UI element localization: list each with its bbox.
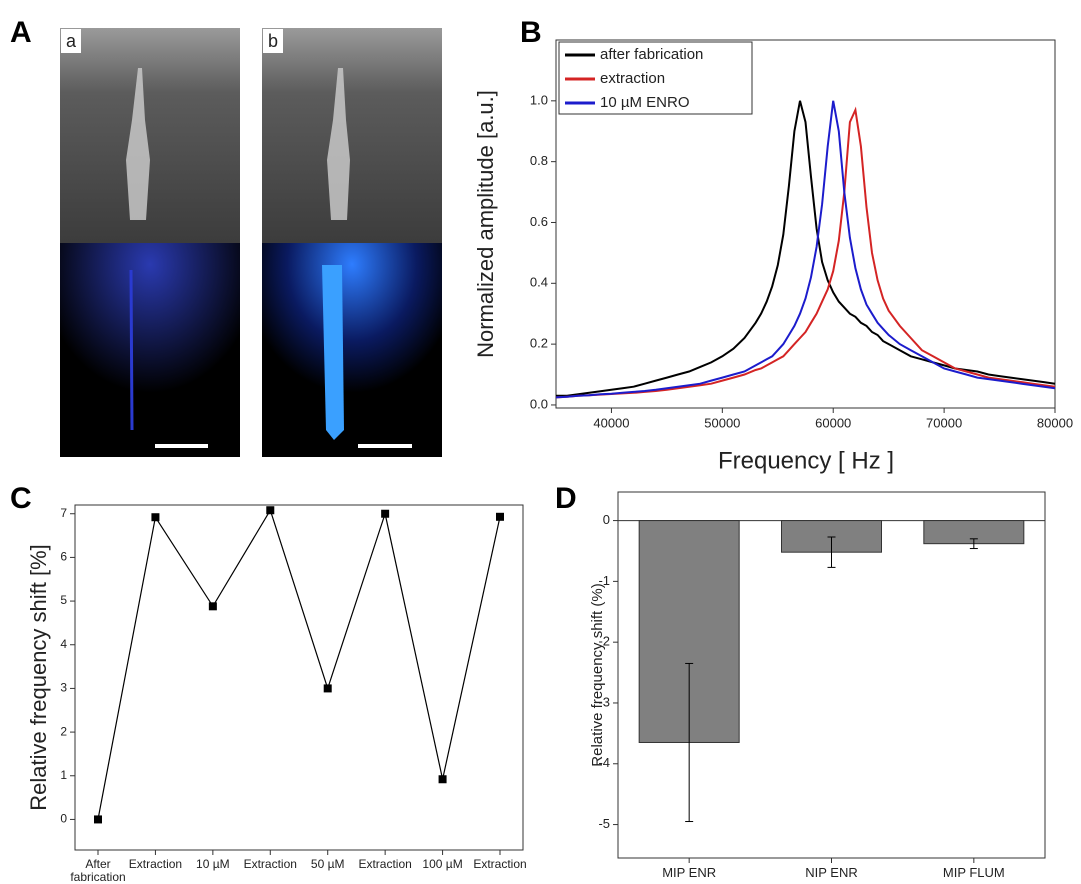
panel-label: D xyxy=(555,482,577,515)
x-tick-label: Extraction xyxy=(243,858,297,871)
x-tick-label-box: 100 µM xyxy=(422,858,463,871)
y-axis-label: Relative frequency shift (%) xyxy=(589,583,606,766)
y-tick-label: 0.0 xyxy=(530,396,548,411)
y-tick-label: 4 xyxy=(60,637,67,651)
x-tick-label-box: Extraction xyxy=(243,858,297,871)
x-tick-label-box: NIP ENR xyxy=(805,866,858,880)
photo-b: b xyxy=(262,28,442,457)
y-tick-label: 0.8 xyxy=(530,153,548,168)
panel-label: A xyxy=(10,16,32,49)
x-tick-label-box: MIP ENR xyxy=(662,866,717,880)
series-line xyxy=(555,100,1056,399)
y-tick-label: 1.0 xyxy=(530,92,548,107)
y-tick-label: 0.4 xyxy=(530,275,548,290)
y-tick-label: 1 xyxy=(60,768,67,782)
point xyxy=(496,512,504,521)
panel-label: B xyxy=(520,16,542,49)
x-tick-label-box: Extraction xyxy=(128,858,183,871)
y-tick-label: 0 xyxy=(603,512,610,527)
point xyxy=(266,506,275,515)
x-tick-label-box: After fabrication xyxy=(70,858,126,884)
y-tick-label: 6 xyxy=(60,550,67,564)
y-tick-label: 7 xyxy=(60,506,67,520)
plot-frame xyxy=(555,39,1056,409)
panel-label: C xyxy=(10,482,32,515)
y-tick-label: 0.2 xyxy=(530,336,548,351)
x-tick-label-box: MIP FLUM xyxy=(942,866,1005,880)
y-tick-label: 0.6 xyxy=(530,214,548,229)
y-tick-label: 5 xyxy=(60,593,67,607)
x-tick-label-box: Extraction xyxy=(358,858,412,871)
image-label: a xyxy=(66,31,77,51)
x-tick-label: NIP ENR xyxy=(805,866,858,880)
y-tick-label: -4 xyxy=(598,755,610,770)
x-tick-label-box: Extraction xyxy=(473,858,527,871)
x-tick-label: MIP FLUM xyxy=(942,866,1005,880)
series-line xyxy=(556,100,1056,397)
y-tick-label: 0 xyxy=(60,812,67,826)
y-tick-label: 3 xyxy=(60,681,67,695)
x-tick-label: 70000 xyxy=(926,415,962,430)
x-tick-label: MIP ENR xyxy=(662,866,717,880)
image-label: b xyxy=(268,31,278,51)
y-axis-label: Normalized amplitude [a.u.] xyxy=(473,90,498,358)
x-tick-label: 100 µM xyxy=(422,858,463,871)
legend-label: extraction xyxy=(600,70,665,87)
y-tick-label: -2 xyxy=(598,634,610,649)
point xyxy=(208,602,217,611)
y-tick-label: -1 xyxy=(598,573,610,588)
point xyxy=(438,775,447,784)
x-tick-label: 50 µM xyxy=(310,858,345,871)
series-line xyxy=(555,106,1056,399)
photo-a: a xyxy=(60,28,240,457)
x-tick-label: 10 µM xyxy=(196,858,230,871)
x-tick-label-box: 10 µM xyxy=(196,858,230,871)
point xyxy=(381,509,390,518)
x-tick-label-box: 50 µM xyxy=(310,858,345,871)
x-axis-label: Frequency [ Hz ] xyxy=(718,447,894,474)
series-line xyxy=(97,508,501,820)
y-axis-label: Relative frequency shift [%] xyxy=(26,544,51,811)
point xyxy=(323,684,332,693)
y-tick-label: -3 xyxy=(598,694,610,709)
legend-label: after fabrication xyxy=(600,46,703,63)
x-tick-label: After fabrication xyxy=(70,858,126,884)
plot-frame xyxy=(74,504,524,851)
x-tick-label: 50000 xyxy=(704,415,740,430)
legend-label: 10 µM ENRO xyxy=(600,94,690,111)
y-tick-label: -5 xyxy=(598,816,610,831)
point xyxy=(151,513,160,522)
x-tick-label: Extraction xyxy=(358,858,412,871)
point xyxy=(94,815,102,824)
y-tick-label: 2 xyxy=(60,724,67,738)
x-tick-label: Extraction xyxy=(473,858,527,871)
x-tick-label: 80000 xyxy=(1037,415,1073,430)
x-tick-label: 60000 xyxy=(815,415,851,430)
x-tick-label: Extraction xyxy=(128,858,183,871)
x-tick-label: 40000 xyxy=(593,415,629,430)
